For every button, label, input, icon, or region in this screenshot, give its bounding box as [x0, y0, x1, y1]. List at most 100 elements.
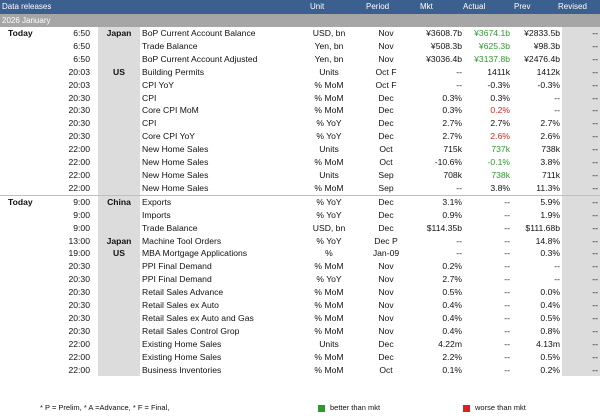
table-header: Data releases Unit Period Mkt Actual Pre… — [0, 0, 600, 14]
row-actual: 737k — [491, 144, 510, 155]
row-prev: ¥2833.5b — [524, 28, 560, 38]
row-country — [98, 337, 140, 351]
col-revised[interactable]: Revised — [558, 2, 587, 11]
table-row[interactable]: 22:00 Existing Home Sales% MoM Dec 2.2% -- 0.… — [0, 350, 600, 364]
row-unit: % YoY — [316, 118, 342, 129]
row-period: Sep — [378, 182, 394, 193]
row-actual: ¥3137.8b — [474, 53, 510, 64]
row-time: 20:30 — [68, 131, 90, 142]
row-time: 9:00 — [73, 222, 90, 233]
row-time: 20:30 — [68, 312, 90, 323]
col-period[interactable]: Period — [366, 2, 390, 11]
row-unit: Yen, bn — [314, 53, 344, 64]
row-unit: % MoM — [314, 157, 344, 168]
table-row[interactable]: Today 9:00 China Exports% YoY Dec 3.1% -- 5.9% -… — [0, 194, 600, 209]
row-revised: -- — [562, 337, 600, 351]
row-actual: 0.2% — [490, 105, 510, 116]
table-row[interactable]: 20:30 PPI Final Demand% MoM Nov 0.2% -- -- -- — [0, 260, 600, 274]
table-row[interactable]: 22:00 Existing Home Sales Units Dec 4.22m -- 4… — [0, 337, 600, 351]
row-country — [98, 143, 140, 157]
row-actual: -- — [504, 235, 510, 246]
row-country: Japan — [98, 27, 140, 40]
row-day: Today — [0, 194, 50, 209]
row-mkt: 0.4% — [442, 300, 462, 311]
row-mkt: 0.4% — [442, 325, 462, 336]
row-period: Dec — [378, 118, 394, 129]
row-actual: -- — [504, 261, 510, 272]
table-row[interactable]: 20:30 Retail Sales ex Auto% MoM Nov 0.4% -- 0… — [0, 299, 600, 312]
col-prev[interactable]: Prev — [514, 2, 531, 11]
row-unit: % MoM — [314, 105, 344, 116]
row-prev: 2.7% — [540, 118, 560, 129]
row-day — [0, 53, 50, 66]
row-actual: -- — [504, 364, 510, 375]
table-row[interactable]: Today 6:50 Japan BoP Current Account Balanc… — [0, 27, 600, 40]
row-country — [98, 350, 140, 364]
row-day — [0, 92, 50, 105]
row-period: Nov — [378, 28, 394, 38]
row-unit: % YoY — [300, 194, 358, 209]
table-row[interactable]: 22:00 New Home Sales % MoM Oct -10.6% -0.1% 3.… — [0, 156, 600, 169]
row-period: Oct — [379, 364, 393, 375]
table-row[interactable]: 6:50 Trade Balance Yen, bn Nov ¥508.3b ¥625.3… — [0, 39, 600, 53]
table-row[interactable]: 22:00 New Home Sales Units Oct 715k 737k 738k -… — [0, 143, 600, 157]
row-country: Japan — [98, 234, 140, 248]
row-event: PPI Final Demand — [142, 261, 212, 272]
col-actual[interactable]: Actual — [463, 2, 486, 11]
table-row[interactable]: 20:30 CPI % MoM Dec 0.3% 0.3% -- -- — [0, 91, 600, 105]
row-time: 20:30 — [68, 325, 90, 336]
row-day — [0, 325, 50, 338]
row-time: 20:30 — [68, 274, 90, 285]
table-row[interactable]: 20:30 Core CPI YoY% YoY Dec 2.7% 2.6% 2.6% -- — [0, 130, 600, 144]
row-actual: -- — [504, 209, 510, 220]
row-mkt: 0.2% — [442, 261, 462, 272]
worse-swatch — [463, 405, 470, 412]
row-mkt: ¥3608.7b — [426, 28, 462, 38]
table-row[interactable]: 20:30 Retail Sales Advance% MoM Nov 0.5% -- 0… — [0, 286, 600, 300]
row-period: Dec — [378, 92, 394, 103]
row-period: Oct — [379, 144, 393, 155]
row-revised: -- — [562, 208, 600, 222]
row-period: Oct F — [375, 79, 397, 90]
table-row[interactable]: 13:00 Japan Machine Tool Orders % YoY Dec P -… — [0, 234, 600, 248]
table-row[interactable]: 20:30 Core CPI MoM % MoM Dec 0.3% 0.2% -- -- — [0, 104, 600, 118]
row-event: Retail Sales ex Auto — [142, 300, 219, 311]
row-period: Dec — [378, 338, 394, 349]
table-row[interactable]: 22:00 New Home Sales Units Sep 708k 738k 711k -… — [0, 168, 600, 182]
row-mkt: 708k — [443, 169, 462, 180]
row-event: CPI — [142, 92, 157, 103]
table-row[interactable]: 6:50 BoP Current Account Adjusted Yen, bn N… — [0, 52, 600, 66]
panel-title: Data releases — [2, 2, 52, 11]
row-unit: Units — [319, 66, 339, 77]
table-row[interactable]: 20:30 PPI Final Demand% YoY Nov 2.7% -- -- -- — [0, 273, 600, 287]
table-row[interactable]: 20:03 US Building Permits Units Oct F -- 1411k… — [0, 65, 600, 79]
row-day — [0, 143, 50, 156]
table-row[interactable]: 9:00 Trade Balance USD, bn Dec $114.35b -- $11… — [0, 221, 600, 235]
table-row[interactable]: 22:00 Business Inventories% MoM Oct 0.1% -- 0… — [0, 363, 600, 377]
row-country: China — [98, 194, 140, 209]
table-row[interactable]: 9:00 Imports% YoY Dec 0.9% -- 1.9% -- — [0, 208, 600, 222]
row-actual: 738k — [491, 169, 510, 180]
row-country — [98, 208, 140, 222]
row-event: CPI — [142, 118, 157, 129]
col-mkt[interactable]: Mkt — [420, 2, 433, 11]
table-row[interactable]: 20:30 Retail Sales ex Auto and Gas % MoM No… — [0, 311, 600, 325]
row-event: Exports — [140, 194, 300, 209]
row-prev: 14.8% — [535, 235, 560, 246]
row-mkt: 0.9% — [442, 209, 462, 220]
row-day — [0, 364, 50, 377]
row-prev: $111.68b — [525, 222, 560, 233]
table-row[interactable]: 20:30 Retail Sales Control Grop % MoM Nov 0.… — [0, 324, 600, 338]
col-unit[interactable]: Unit — [310, 2, 325, 11]
table-row[interactable]: 20:30 CPI% YoY Dec 2.7% 2.7% 2.7% -- — [0, 117, 600, 131]
table-row[interactable]: 22:00 New Home Sales% MoM Sep -- 3.8% 11.3% -- — [0, 181, 600, 196]
row-revised: -- — [562, 286, 600, 300]
row-prev: 0.2% — [540, 364, 560, 375]
row-day — [0, 247, 50, 260]
table-row[interactable]: 19:00 US MBA Mortgage Applications% Jan-09 -… — [0, 247, 600, 261]
row-time: 22:00 — [68, 157, 90, 168]
row-event: BoP Current Account Adjusted — [142, 53, 258, 64]
row-prev: 1.9% — [540, 209, 560, 220]
table-row[interactable]: 20:03 CPI YoY% MoM Oct F -- -0.3% -0.3% -- — [0, 78, 600, 92]
row-time: 20:30 — [68, 118, 90, 129]
